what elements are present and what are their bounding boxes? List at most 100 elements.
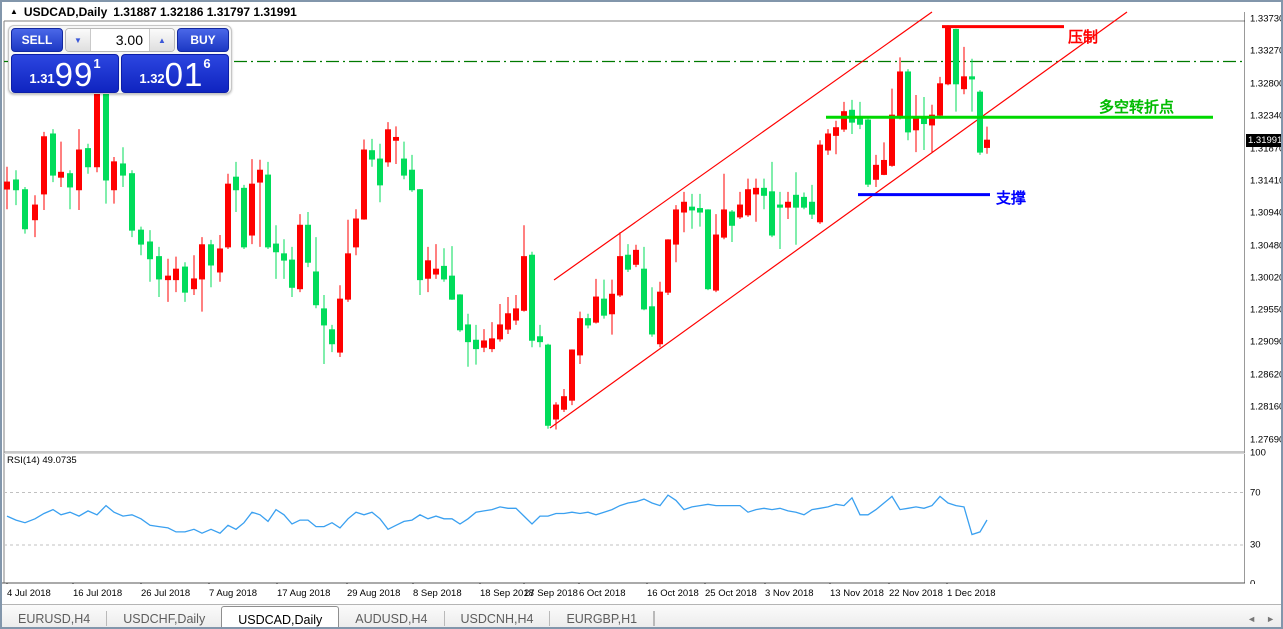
candle-body[interactable] [521, 256, 527, 311]
volume-increase-icon[interactable]: ▲ [149, 29, 174, 51]
candle-body[interactable] [977, 91, 983, 153]
candle-body[interactable] [569, 349, 575, 401]
candle-body[interactable] [217, 248, 223, 273]
buy-button[interactable]: BUY [177, 28, 229, 52]
candle-body[interactable] [281, 253, 287, 261]
candle-body[interactable] [457, 294, 463, 331]
collapse-triangle-icon[interactable]: ▲ [10, 6, 18, 16]
candle-body[interactable] [961, 76, 967, 90]
ask-price-panel[interactable]: 1.32 01 6 [121, 54, 229, 93]
candle-body[interactable] [345, 253, 351, 300]
candle-body[interactable] [401, 158, 407, 176]
candle-body[interactable] [111, 161, 117, 191]
candle-body[interactable] [41, 136, 47, 195]
candle-body[interactable] [913, 118, 919, 131]
candle-body[interactable] [545, 344, 551, 426]
candle-body[interactable] [681, 201, 687, 213]
candle-body[interactable] [465, 324, 471, 343]
candle-body[interactable] [617, 256, 623, 296]
candle-body[interactable] [369, 150, 375, 160]
tab-scroll-left-icon[interactable]: ◄ [1247, 613, 1257, 624]
candle-body[interactable] [13, 179, 19, 191]
candle-body[interactable] [841, 111, 847, 130]
candle-body[interactable] [337, 298, 343, 353]
candle-body[interactable] [601, 298, 607, 316]
candle-body[interactable] [393, 136, 399, 141]
candle-body[interactable] [489, 338, 495, 350]
candle-body[interactable] [833, 127, 839, 136]
candle-body[interactable] [505, 313, 511, 330]
candle-body[interactable] [937, 83, 943, 116]
candle-body[interactable] [609, 293, 615, 315]
candle-body[interactable] [289, 259, 295, 288]
candle-body[interactable] [425, 260, 431, 279]
candle-body[interactable] [969, 76, 975, 80]
chart-tab-usdchf-daily[interactable]: USDCHF,Daily [123, 611, 206, 626]
candle-body[interactable] [173, 268, 179, 281]
candle-body[interactable] [889, 114, 895, 166]
candle-body[interactable] [273, 243, 279, 253]
candle-body[interactable] [129, 173, 135, 231]
candle-body[interactable] [257, 169, 263, 183]
candle-body[interactable] [865, 119, 871, 185]
candle-body[interactable] [537, 336, 543, 343]
candle-body[interactable] [817, 144, 823, 223]
candle-body[interactable] [433, 268, 439, 275]
candle-body[interactable] [809, 201, 815, 215]
candle-body[interactable] [673, 209, 679, 245]
candle-body[interactable] [361, 149, 367, 220]
candle-body[interactable] [625, 254, 631, 270]
candle-body[interactable] [85, 148, 91, 168]
candle-body[interactable] [265, 174, 271, 248]
candle-body[interactable] [481, 340, 487, 348]
candle-body[interactable] [945, 26, 951, 85]
candle-body[interactable] [857, 118, 863, 125]
chart-tab-usdcad-daily[interactable]: USDCAD,Daily [221, 606, 340, 627]
volume-input[interactable] [91, 29, 149, 51]
chart-tab-audusd-h4[interactable]: AUDUSD,H4 [355, 611, 428, 626]
candle-body[interactable] [76, 149, 82, 191]
candle-body[interactable] [4, 181, 10, 190]
candle-body[interactable] [929, 114, 935, 126]
candle-body[interactable] [377, 158, 383, 186]
rsi-curve[interactable] [6, 494, 988, 536]
candle-body[interactable] [249, 183, 255, 236]
candle-body[interactable] [321, 308, 327, 326]
candle-body[interactable] [793, 194, 799, 208]
candle-body[interactable] [329, 329, 335, 345]
candle-body[interactable] [156, 256, 162, 280]
candle-body[interactable] [513, 308, 519, 321]
candle-body[interactable] [297, 224, 303, 290]
bid-price-panel[interactable]: 1.31 99 1 [11, 54, 119, 93]
candle-body[interactable] [58, 171, 64, 178]
candle-body[interactable] [801, 196, 807, 208]
candle-body[interactable] [905, 71, 911, 133]
candle-body[interactable] [785, 201, 791, 208]
candle-body[interactable] [199, 244, 205, 280]
candle-body[interactable] [529, 254, 535, 341]
candle-body[interactable] [729, 211, 735, 226]
candle-body[interactable] [641, 268, 647, 310]
candle-body[interactable] [585, 318, 591, 326]
sell-button[interactable]: SELL [11, 28, 63, 52]
candle-body[interactable] [191, 278, 197, 290]
candle-body[interactable] [665, 239, 671, 293]
candle-body[interactable] [94, 91, 100, 168]
candle-body[interactable] [165, 275, 171, 281]
candle-body[interactable] [633, 249, 639, 265]
price-chart-canvas[interactable] [2, 2, 1245, 603]
candle-body[interactable] [577, 318, 583, 356]
candle-body[interactable] [409, 169, 415, 191]
candle-body[interactable] [208, 244, 214, 266]
candle-body[interactable] [138, 229, 144, 245]
candle-body[interactable] [182, 266, 188, 293]
candle-body[interactable] [721, 209, 727, 238]
chart-tab-eurgbp-h1[interactable]: EURGBP,H1 [566, 611, 638, 626]
date-axis[interactable]: 4 Jul 2018 16 Jul 2018 26 Jul 2018 7 Aug 20… [2, 584, 1281, 604]
candle-body[interactable] [225, 183, 231, 248]
candle-body[interactable] [22, 189, 28, 230]
candle-body[interactable] [497, 324, 503, 340]
candle-body[interactable] [873, 164, 879, 180]
candle-body[interactable] [897, 71, 903, 118]
trend-channel-lower[interactable] [549, 11, 1128, 429]
